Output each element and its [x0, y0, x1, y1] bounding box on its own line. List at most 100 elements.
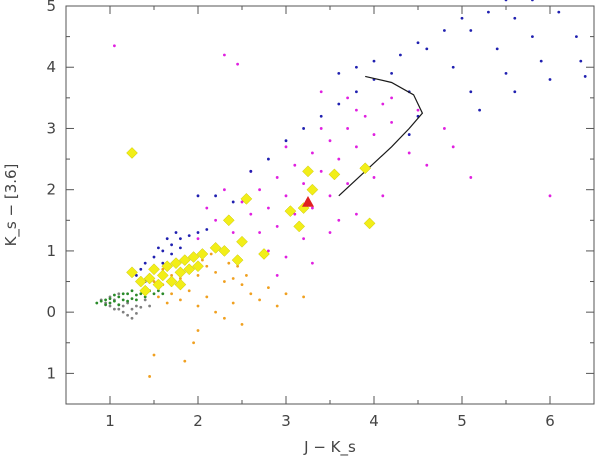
data-point: [249, 292, 253, 296]
data-point: [372, 59, 376, 63]
data-point: [117, 292, 121, 296]
data-point: [183, 359, 187, 363]
data-point: [381, 102, 385, 106]
data-point: [113, 293, 116, 297]
data-point: [346, 96, 349, 100]
diamond-marker: [134, 275, 147, 288]
data-point: [469, 176, 473, 179]
data-point: [214, 310, 218, 314]
data-point: [337, 218, 341, 222]
data-point: [319, 114, 323, 118]
data-point: [179, 246, 182, 250]
data-point: [108, 304, 112, 308]
data-point: [130, 297, 134, 301]
data-point: [240, 283, 244, 286]
data-point: [161, 249, 165, 253]
data-point: [126, 292, 129, 296]
data-point: [152, 280, 156, 283]
data-point: [311, 206, 314, 210]
data-point: [139, 292, 143, 296]
y-axis-title: K_s − [3.6]: [2, 164, 21, 247]
x-tick-label: 1: [105, 412, 115, 430]
data-point: [179, 277, 182, 280]
diamond-marker: [126, 266, 138, 279]
diamond-marker: [236, 235, 248, 248]
data-point: [135, 311, 138, 315]
data-point: [579, 59, 583, 63]
data-point: [284, 255, 288, 259]
data-point: [231, 277, 235, 280]
diamond-marker: [240, 193, 253, 205]
data-point: [165, 301, 169, 305]
data-point: [240, 323, 244, 326]
data-point: [170, 292, 174, 296]
data-point: [214, 270, 218, 274]
diamond-marker: [126, 147, 138, 159]
data-point: [249, 169, 253, 173]
data-point: [236, 264, 240, 268]
data-point: [179, 298, 182, 302]
diamond-marker: [222, 214, 235, 227]
diamond-marker: [148, 263, 160, 276]
data-point: [275, 304, 279, 308]
diamond-marker: [174, 278, 187, 291]
data-point: [443, 127, 446, 130]
diamond-marker: [196, 248, 209, 260]
data-point: [258, 231, 261, 234]
data-point: [108, 297, 112, 301]
data-point: [143, 295, 147, 299]
data-point: [355, 108, 358, 112]
data-point: [205, 295, 209, 299]
diamond-marker: [302, 165, 314, 178]
data-point: [126, 313, 129, 317]
data-point: [390, 96, 393, 100]
data-point: [165, 237, 169, 241]
data-point: [460, 16, 464, 20]
data-point: [179, 237, 182, 241]
data-point: [192, 341, 196, 345]
plot-area: [65, 5, 595, 405]
data-point: [240, 200, 244, 204]
data-point: [117, 307, 121, 311]
data-point: [355, 90, 358, 94]
data-point: [531, 35, 534, 39]
diamond-marker: [178, 254, 191, 266]
data-point: [121, 310, 125, 314]
data-point: [196, 274, 200, 277]
diamond-marker: [192, 260, 204, 273]
data-point: [104, 303, 107, 307]
diamond-marker: [165, 275, 178, 288]
diamond-marker: [170, 257, 182, 270]
data-point: [245, 274, 248, 277]
data-point: [205, 228, 209, 231]
data-point: [121, 304, 125, 308]
data-point: [95, 301, 99, 305]
x-tick-label: 4: [369, 412, 379, 430]
data-point: [302, 295, 305, 299]
data-point: [121, 292, 125, 296]
data-point: [293, 163, 297, 167]
data-point: [174, 231, 178, 234]
data-point: [130, 307, 134, 311]
data-point: [135, 274, 138, 277]
data-point: [583, 75, 587, 78]
data-point: [346, 127, 349, 130]
diamond-marker: [161, 260, 174, 273]
data-point: [284, 139, 288, 143]
data-point: [187, 234, 191, 238]
data-point: [302, 237, 305, 241]
data-point: [451, 65, 455, 69]
data-point: [223, 188, 226, 192]
data-point: [152, 353, 156, 357]
data-point: [113, 44, 116, 48]
data-point: [337, 71, 341, 75]
diamond-marker: [328, 168, 341, 181]
data-point: [451, 145, 455, 149]
data-point: [416, 108, 420, 112]
data-point: [284, 194, 288, 198]
data-point: [223, 53, 226, 57]
data-point: [513, 90, 517, 94]
y-tick-label: 5: [46, 0, 56, 15]
data-point: [139, 305, 143, 309]
